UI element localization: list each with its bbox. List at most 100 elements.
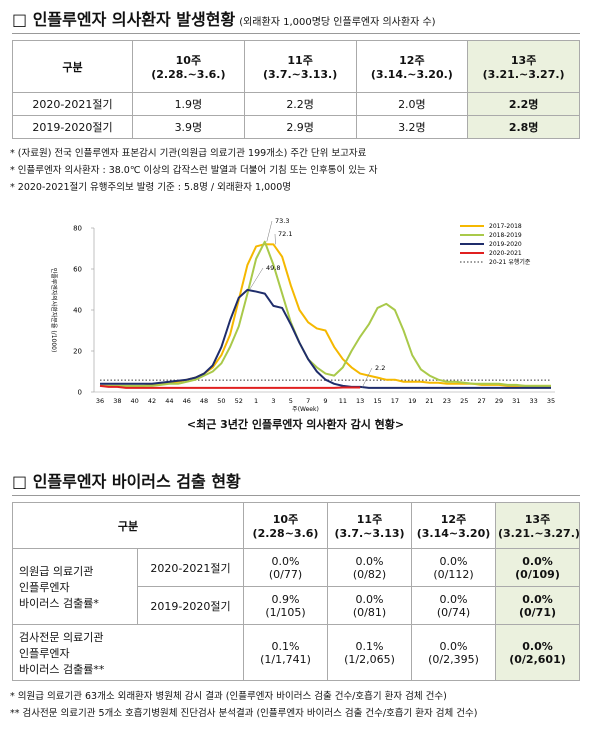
x-tick-label: 35 — [547, 397, 555, 405]
percent: 0.0% — [522, 554, 553, 568]
note: * 2020-2021절기 유행주의보 발령 기준 : 5.8명 / 외래환자 … — [10, 182, 291, 193]
group-label-line: 인플루엔자 — [19, 646, 70, 660]
header-cell: 13주 (3.21.~3.27.) — [467, 40, 580, 93]
note: * 의원급 의료기관 63개소 외래환자 병원체 감시 결과 (인플루엔자 바이… — [10, 691, 447, 702]
annotation-leader — [266, 220, 273, 242]
x-tick-label: 15 — [373, 397, 381, 405]
row-label: 2019-2020절기 — [12, 115, 133, 139]
x-tick-label: 13 — [356, 397, 364, 405]
row: 2020-2021절기 1.9명 2.2명 2.0명 2.2명 — [12, 92, 580, 116]
header-cell: 12주 (3.14~3.20) — [411, 502, 496, 549]
count: (0/2,601) — [509, 652, 566, 666]
row-label: 2020-2021절기 — [137, 548, 244, 587]
section-title: □ 인플루엔자 의사환자 발생현황 (외래환자 1,000명당 인플루엔자 의사환… — [12, 6, 580, 34]
group-label: 검사전문 의료기관 인플루엔자 바이러스 검출률** — [12, 624, 244, 681]
x-tick-label: 40 — [131, 397, 139, 405]
group-label-line: 바이러스 검출률* — [19, 596, 99, 610]
title-text: □ 인플루엔자 바이러스 검출 현황 — [12, 472, 241, 491]
section-title: □ 인플루엔자 바이러스 검출 현황 — [12, 468, 580, 496]
header-row: 구분 10주 (2.28.~3.6.) 11주 (3.7.~3.13.) 12주 (3.14… — [12, 40, 580, 93]
percent: 0.0% — [355, 592, 384, 606]
week: 11주 — [356, 513, 383, 526]
count: (0/112) — [433, 567, 474, 581]
x-tick-label: 11 — [339, 397, 347, 405]
header-cell: 13주 (3.21.~3.27.) — [495, 502, 580, 549]
date-range: (2.28.~3.6.) — [151, 68, 226, 81]
percent: 0.1% — [355, 639, 384, 653]
count: (1/2,065) — [344, 652, 395, 666]
row: 2019-2020절기 3.9명 2.9명 3.2명 2.8명 — [12, 115, 580, 139]
group-label-line: 의원급 의료기관 — [19, 564, 94, 578]
legend-label: 2020-2021 — [489, 250, 522, 257]
percent: 0.0% — [439, 554, 468, 568]
date-range: (3.7.~3.13.) — [262, 68, 338, 81]
cell: 0.0% (0/109) — [495, 548, 580, 587]
cell: 2.2명 — [243, 92, 357, 116]
count: (0/71) — [518, 605, 557, 619]
x-tick-label: 38 — [113, 397, 121, 405]
header-cell: 구분 — [12, 502, 244, 549]
count: (0/74) — [436, 605, 471, 619]
x-tick-label: 31 — [512, 397, 520, 405]
x-tick-label: 50 — [217, 397, 225, 405]
header-cell: 구분 — [12, 40, 133, 93]
x-tick-label: 23 — [443, 397, 451, 405]
series-line — [100, 288, 551, 389]
annotation: 73.3 — [275, 217, 289, 225]
week: 10주 — [272, 513, 299, 526]
date-range: (2.28~3.6) — [252, 527, 319, 540]
cell: 0.1% (1/2,065) — [327, 624, 412, 681]
legend-label: 2017-2018 — [489, 223, 522, 230]
row: 2019-2020절기 0.9% (1/105) 0.0% (0/81) 0.0% (0/7… — [13, 586, 580, 625]
series-line — [100, 243, 551, 387]
notes: * (자료원) 전국 인플루엔자 표본감시 기관(의원급 의료기관 199개소)… — [10, 145, 585, 196]
date-range: (3.7.~3.13) — [334, 527, 405, 540]
x-tick-label: 46 — [183, 397, 191, 405]
cell: 0.0% (0/71) — [495, 586, 580, 625]
subtitle: (외래환자 1,000명당 인플루엔자 의사환자 수) — [239, 17, 436, 28]
group-label-line: 검사전문 의료기관 — [19, 630, 104, 644]
x-tick-label: 5 — [289, 397, 293, 405]
x-tick-label: 36 — [96, 397, 104, 405]
legend-label: 2018-2019 — [489, 232, 522, 239]
annotation: 2.2 — [375, 364, 385, 372]
note: ** 검사전문 의료기관 5개소 호흡기병원체 진단검사 분석결과 (인플루엔자… — [10, 708, 478, 719]
legend-label: 20-21 유행기준 — [489, 258, 531, 266]
cell: 2.0명 — [355, 92, 469, 116]
cell: 1.9명 — [132, 92, 245, 116]
count: (0/82) — [352, 567, 387, 581]
x-tick-label: 17 — [391, 397, 399, 405]
count: (0/2,395) — [428, 652, 479, 666]
x-tick-label: 44 — [165, 397, 173, 405]
y-tick-label: 40 — [73, 307, 82, 315]
row-label: 2020-2021절기 — [12, 92, 133, 116]
x-tick-label: 25 — [460, 397, 468, 405]
x-tick-label: 21 — [425, 397, 433, 405]
cell: 0.9% (1/105) — [243, 586, 328, 625]
x-tick-label: 1 — [254, 397, 258, 405]
cell: 0.0% (0/2,601) — [495, 624, 580, 681]
x-tick-label: 19 — [408, 397, 416, 405]
date-range: (3.21.~3.27.) — [482, 68, 565, 81]
count: (0/81) — [352, 605, 387, 619]
table: 구분 10주 (2.28.~3.6.) 11주 (3.7.~3.13.) 12주 (3.14… — [12, 40, 580, 139]
cell: 0.0% (0/2,395) — [411, 624, 496, 681]
percent: 0.0% — [439, 592, 468, 606]
header-cell: 11주 (3.7.~3.13) — [327, 502, 412, 549]
x-tick-label: 9 — [323, 397, 327, 405]
count: (1/105) — [265, 605, 306, 619]
x-tick-label: 52 — [235, 397, 243, 405]
week: 12주 — [399, 54, 425, 67]
row: 검사전문 의료기관 인플루엔자 바이러스 검출률** 0.1% (1/1,741) 0.1… — [12, 624, 580, 681]
week: 13주 — [524, 513, 551, 526]
group-label-line: 인플루엔자 — [19, 580, 70, 594]
count: (0/77) — [268, 567, 303, 581]
x-tick-label: 27 — [477, 397, 485, 405]
date-range: (3.14~3.20) — [416, 527, 491, 540]
y-tick-label: 80 — [73, 225, 82, 233]
percent: 0.0% — [271, 554, 300, 568]
percent: 0.0% — [355, 554, 384, 568]
legend-label: 2019-2020 — [489, 241, 522, 248]
header-cell: 10주 (2.28~3.6) — [243, 502, 328, 549]
